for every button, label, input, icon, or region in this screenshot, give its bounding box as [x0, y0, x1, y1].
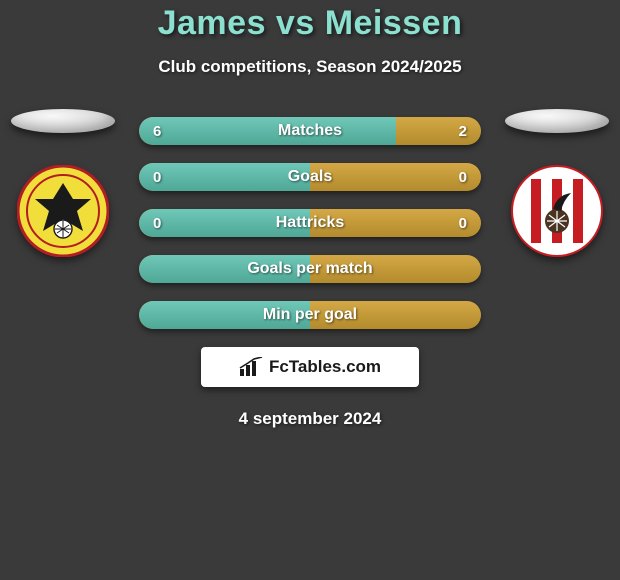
- eagles-crest-icon: [17, 165, 109, 257]
- stat-label: Matches: [139, 117, 481, 145]
- page-title: James vs Meissen: [0, 4, 620, 43]
- brand-watermark: FcTables.com: [201, 347, 419, 387]
- sparta-crest-icon: [511, 165, 603, 257]
- right-team-crest: [511, 165, 603, 257]
- stat-row: 00Hattricks: [139, 209, 481, 237]
- brand-name: FcTables.com: [269, 357, 381, 377]
- stat-label: Goals: [139, 163, 481, 191]
- stat-row: 62Matches: [139, 117, 481, 145]
- stat-row: Goals per match: [139, 255, 481, 283]
- subtitle: Club competitions, Season 2024/2025: [0, 57, 620, 77]
- stat-label: Min per goal: [139, 301, 481, 329]
- bar-chart-icon: [239, 357, 263, 377]
- right-player-column: [502, 109, 612, 257]
- stat-label: Hattricks: [139, 209, 481, 237]
- left-player-column: [8, 109, 118, 257]
- stat-row: Min per goal: [139, 301, 481, 329]
- left-team-crest: [17, 165, 109, 257]
- date-stamp: 4 september 2024: [0, 409, 620, 429]
- stat-row: 00Goals: [139, 163, 481, 191]
- player-silhouette-right: [505, 109, 609, 133]
- stat-label: Goals per match: [139, 255, 481, 283]
- stats-section: 62Matches 00Goals 00Hattricks Goals per mat…: [0, 117, 620, 329]
- player-silhouette-left: [11, 109, 115, 133]
